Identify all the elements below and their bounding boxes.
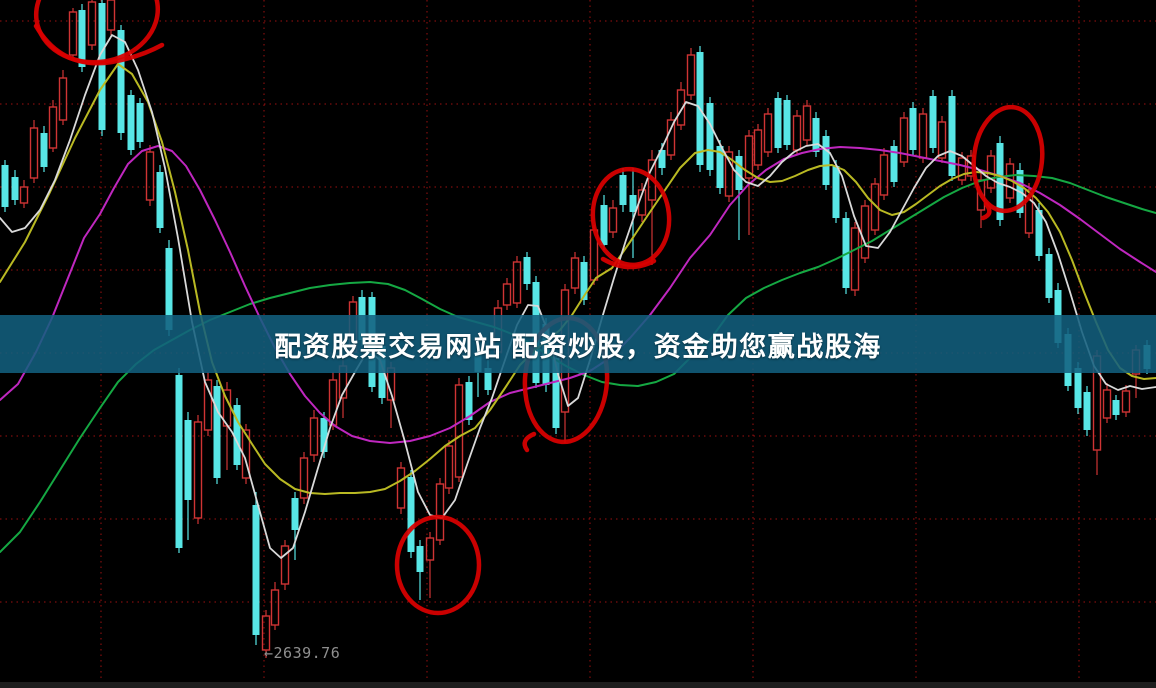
candle bbox=[291, 492, 299, 560]
candle bbox=[454, 378, 464, 482]
candle bbox=[948, 90, 956, 181]
candle bbox=[1, 160, 9, 212]
candle bbox=[117, 25, 125, 140]
candle bbox=[502, 278, 512, 310]
candle bbox=[1102, 383, 1112, 423]
candle bbox=[1112, 395, 1120, 420]
candle bbox=[48, 100, 58, 152]
candle bbox=[106, 0, 116, 35]
candle bbox=[407, 470, 415, 558]
candle bbox=[753, 124, 763, 170]
candle bbox=[40, 126, 48, 172]
candle bbox=[309, 410, 319, 462]
candle bbox=[619, 168, 627, 212]
ma-magenta bbox=[0, 145, 1156, 444]
candle bbox=[929, 90, 937, 153]
candle bbox=[435, 478, 445, 545]
candle bbox=[706, 97, 714, 176]
candle bbox=[193, 415, 203, 524]
candle bbox=[879, 148, 889, 200]
candle bbox=[68, 8, 78, 60]
ma-yellow bbox=[0, 63, 1156, 495]
candle bbox=[802, 100, 812, 145]
candle bbox=[899, 112, 909, 167]
candle bbox=[1045, 248, 1053, 303]
candle bbox=[184, 412, 192, 540]
candle bbox=[909, 102, 917, 155]
bottom-strip bbox=[0, 682, 1156, 688]
candle bbox=[783, 95, 791, 150]
candle bbox=[580, 256, 588, 305]
candle bbox=[860, 200, 870, 263]
candle bbox=[396, 462, 406, 514]
candle bbox=[270, 582, 280, 630]
candle bbox=[724, 146, 734, 202]
candle bbox=[175, 368, 183, 553]
ma-white bbox=[0, 34, 1156, 559]
candle bbox=[444, 440, 454, 494]
annotation-circle bbox=[971, 104, 1045, 214]
candle bbox=[233, 398, 241, 470]
candle bbox=[252, 492, 260, 645]
candle bbox=[87, 0, 97, 50]
candle bbox=[145, 145, 155, 206]
candle bbox=[735, 150, 743, 240]
promo-banner-text: 配资股票交易网站 配资炒股，资金助您赢战股海 bbox=[274, 331, 882, 362]
candle bbox=[763, 108, 773, 157]
candle bbox=[58, 70, 68, 125]
candle bbox=[299, 452, 309, 504]
candle bbox=[523, 252, 531, 290]
annotation-stroke bbox=[600, 256, 657, 270]
candle bbox=[203, 372, 213, 436]
candle bbox=[425, 532, 435, 598]
candle bbox=[19, 180, 29, 208]
annotation-circle bbox=[394, 514, 482, 616]
candle bbox=[744, 130, 754, 235]
candle bbox=[850, 222, 860, 296]
candle bbox=[890, 140, 898, 187]
candle bbox=[280, 540, 290, 590]
candle bbox=[918, 108, 928, 163]
candle bbox=[261, 610, 271, 658]
candle bbox=[416, 540, 424, 600]
candle bbox=[608, 200, 618, 238]
candle bbox=[666, 112, 676, 160]
candle bbox=[1083, 386, 1091, 436]
candle bbox=[98, 0, 106, 136]
candle bbox=[1121, 385, 1131, 417]
candle bbox=[512, 256, 522, 308]
candle bbox=[156, 165, 164, 233]
promo-banner: 配资股票交易网站 配资炒股，资金助您赢战股海 bbox=[0, 315, 1156, 373]
annotation-stroke bbox=[980, 201, 992, 221]
annotation-circle bbox=[33, 0, 161, 65]
candle bbox=[676, 82, 686, 130]
candle bbox=[136, 98, 144, 148]
candle bbox=[774, 92, 782, 153]
candle bbox=[570, 252, 580, 294]
price-low-label: ←2639.76 bbox=[264, 644, 341, 662]
annotation-stroke bbox=[522, 431, 537, 453]
candle bbox=[29, 120, 39, 183]
candle bbox=[1035, 203, 1043, 261]
ma-lines bbox=[0, 34, 1156, 559]
candle bbox=[870, 178, 880, 235]
candle bbox=[11, 170, 19, 205]
candle bbox=[78, 4, 86, 72]
candle bbox=[822, 130, 830, 190]
candle bbox=[996, 136, 1004, 226]
candle bbox=[812, 112, 820, 157]
candle bbox=[465, 376, 473, 425]
candle bbox=[686, 48, 696, 100]
candle bbox=[792, 110, 802, 155]
candle bbox=[213, 380, 221, 484]
annotation-stroke bbox=[33, 23, 165, 66]
candle bbox=[127, 90, 135, 155]
